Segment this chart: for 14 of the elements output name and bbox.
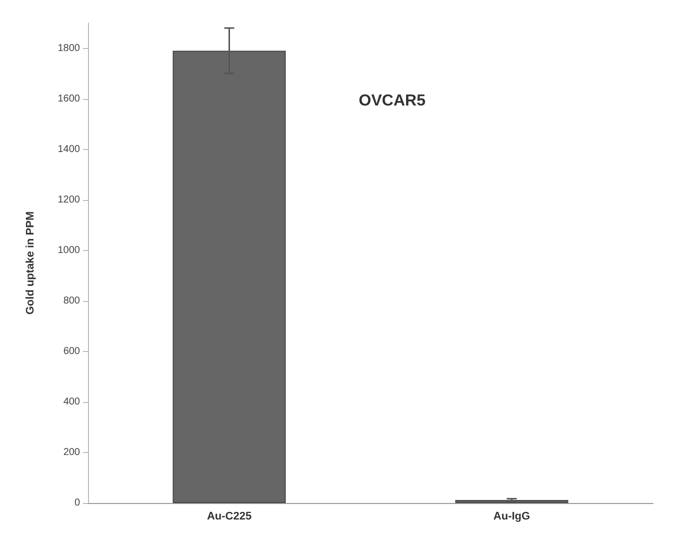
y-tick-label: 1200: [58, 194, 80, 206]
x-tick-label: Au-IgG: [493, 510, 530, 522]
y-tick-label: 200: [63, 446, 80, 458]
y-tick-label: 0: [74, 498, 80, 508]
y-tick-label: 400: [63, 396, 80, 408]
y-axis-title: Gold uptake in PPM: [24, 211, 36, 315]
x-tick-label: Au-C225: [206, 510, 252, 522]
text: OVCAR5: [358, 92, 426, 110]
y-tick-label: 600: [63, 346, 80, 357]
y-tick-label: 1400: [58, 144, 80, 155]
y-tick-label: 1800: [58, 42, 80, 54]
y-tick-label: 1000: [58, 244, 80, 256]
y-tick-label: 1600: [58, 93, 80, 104]
y-tick-label: 800: [63, 295, 80, 306]
